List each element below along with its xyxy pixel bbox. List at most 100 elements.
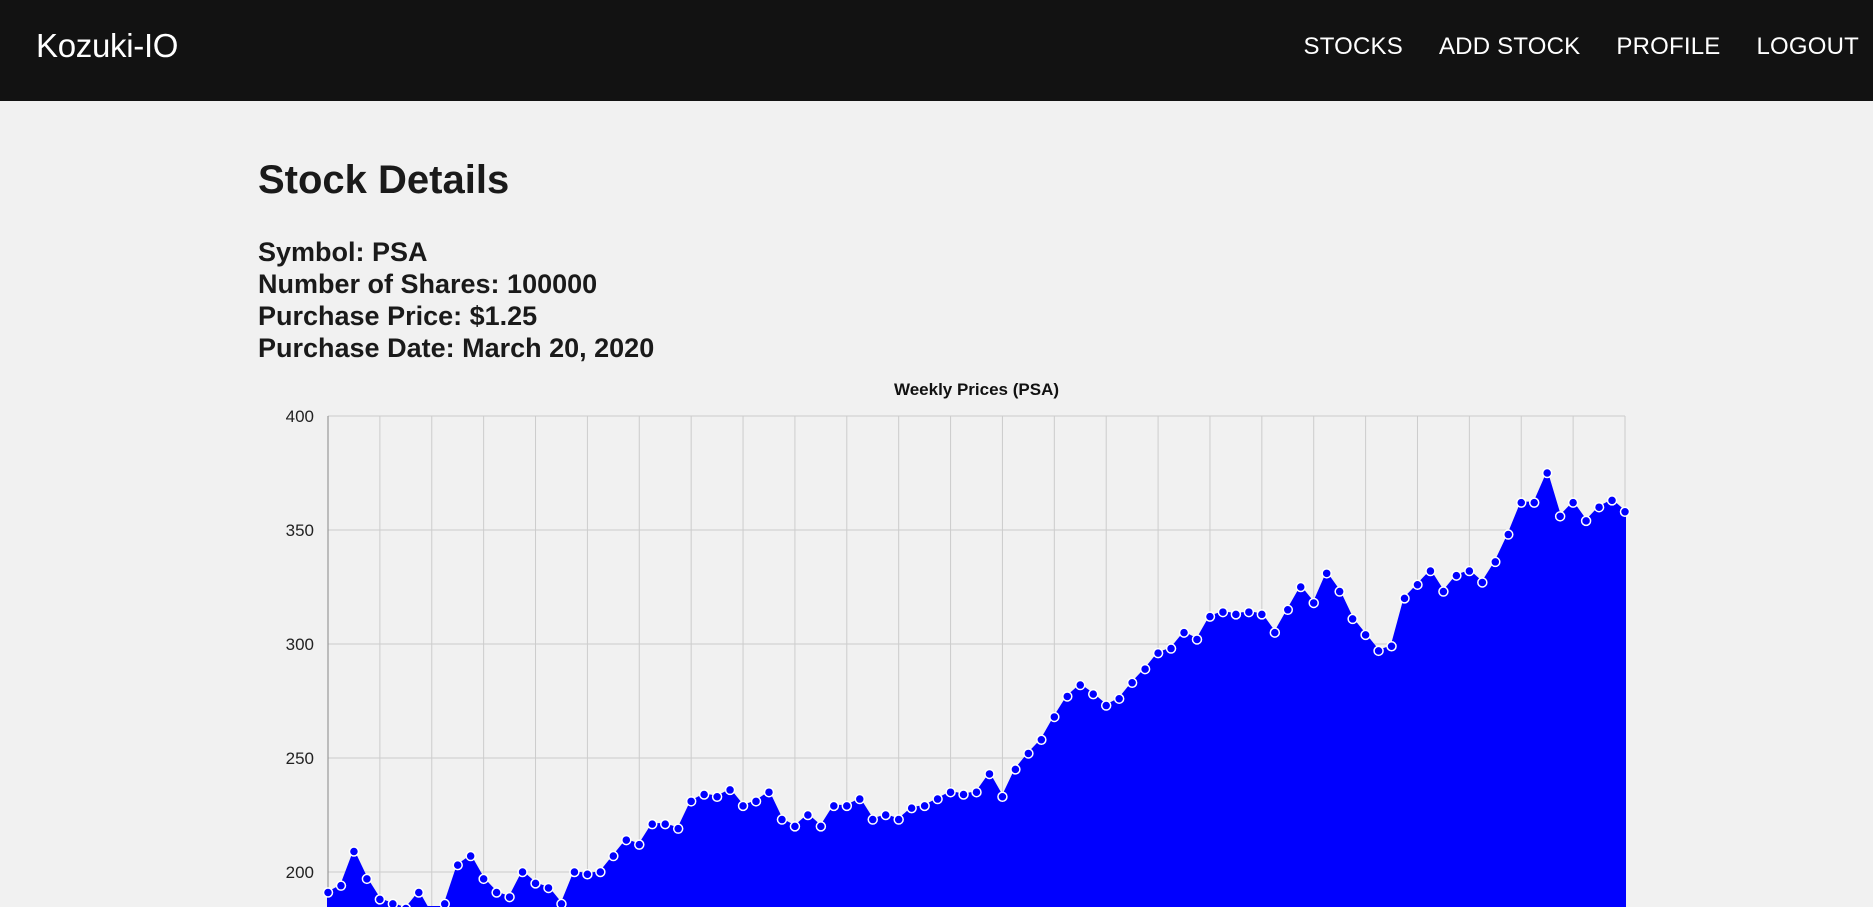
price-point: [906, 802, 917, 814]
price-point: [880, 809, 891, 821]
price-point: [737, 800, 749, 812]
price-point: [854, 793, 866, 805]
price-point: [750, 796, 762, 807]
price-point: [984, 768, 995, 780]
price-point: [1023, 748, 1034, 759]
nav-link-stocks[interactable]: STOCKS: [1303, 33, 1403, 60]
price-point: [971, 786, 982, 798]
top-navbar: Kozuki-IO STOCKS ADD STOCK PROFILE LOGOU…: [0, 0, 1873, 101]
price-point: [1178, 627, 1190, 638]
price-point: [789, 821, 801, 832]
price-point: [919, 800, 930, 812]
nav-links: STOCKS ADD STOCK PROFILE LOGOUT: [1304, 33, 1859, 61]
price-point: [958, 789, 969, 800]
price-point: [1399, 593, 1410, 604]
price-point: [1243, 606, 1255, 618]
price-point: [1334, 586, 1345, 597]
price-point: [1282, 604, 1294, 616]
page-title: Stock Details: [258, 158, 510, 202]
price-point: [634, 839, 645, 850]
price-point: [1321, 568, 1332, 579]
price-point: [361, 873, 373, 885]
price-point: [647, 818, 658, 830]
price-point: [1230, 609, 1242, 620]
nav-link-profile[interactable]: PROFILE: [1616, 33, 1721, 60]
price-point: [504, 891, 515, 903]
y-tick-label: 350: [286, 521, 314, 540]
detail-purchase-price: Purchase Price: $1.25: [258, 301, 538, 331]
y-tick-label: 300: [286, 635, 314, 654]
price-point: [1477, 577, 1488, 588]
price-point: [335, 880, 347, 891]
price-point: [1165, 643, 1177, 654]
y-tick-label: 250: [286, 749, 314, 768]
price-point: [1464, 565, 1475, 577]
price-point: [893, 814, 904, 825]
price-point: [1075, 679, 1086, 691]
price-point: [763, 786, 775, 798]
price-point: [530, 878, 541, 889]
price-point: [997, 791, 1008, 803]
price-point: [543, 882, 554, 894]
price-point: [582, 869, 593, 880]
price-point: [1373, 645, 1384, 657]
price-point: [1062, 691, 1073, 702]
price-point: [867, 814, 878, 825]
price-point: [1451, 570, 1462, 581]
price-point: [1490, 556, 1501, 568]
price-point: [387, 898, 399, 907]
detail-purchase-date: Purchase Date: March 20, 2020: [258, 333, 655, 363]
price-point: [1619, 506, 1631, 518]
price-point: [452, 859, 463, 871]
price-point: [374, 894, 386, 905]
price-area: [327, 470, 1626, 907]
price-point: [1360, 629, 1371, 641]
price-point: [1204, 611, 1216, 622]
price-point: [1139, 663, 1151, 675]
price-point: [1503, 529, 1514, 540]
price-point: [1412, 579, 1423, 590]
price-point: [932, 793, 943, 805]
price-point: [621, 834, 632, 846]
price-point: [1113, 693, 1125, 704]
price-point: [322, 887, 334, 898]
price-point: [724, 784, 736, 796]
price-point: [1541, 467, 1553, 479]
price-point: [1567, 497, 1579, 508]
price-point: [672, 823, 684, 834]
price-point: [608, 850, 619, 862]
nav-link-add-stock[interactable]: ADD STOCK: [1438, 33, 1581, 60]
price-point: [1217, 606, 1229, 618]
price-point: [1256, 609, 1268, 620]
price-point: [439, 898, 450, 907]
price-point: [815, 821, 827, 832]
price-point: [1386, 641, 1397, 652]
detail-number-of-shares: Number of Shares: 100000: [258, 269, 598, 299]
price-point: [802, 809, 814, 821]
price-point: [1593, 501, 1605, 513]
price-point: [776, 814, 788, 825]
y-tick-label: 400: [286, 407, 314, 426]
detail-symbol: Symbol: PSA: [258, 237, 428, 267]
price-point: [348, 846, 360, 857]
price-point: [478, 873, 489, 885]
price-point: [685, 796, 697, 807]
price-point: [1152, 647, 1164, 659]
price-point: [698, 789, 710, 800]
price-point: [569, 866, 580, 878]
y-tick-label: 200: [286, 863, 314, 882]
price-point: [465, 850, 476, 862]
chart-title: Weekly Prices (PSA): [894, 380, 1059, 399]
price-point: [556, 898, 567, 907]
brand-logo[interactable]: Kozuki-IO: [36, 27, 179, 64]
price-point: [1049, 711, 1060, 723]
price-point: [659, 818, 671, 830]
price-point: [1438, 586, 1449, 597]
nav-link-logout[interactable]: LOGOUT: [1756, 33, 1859, 60]
price-point: [945, 786, 956, 798]
price-point: [1425, 565, 1436, 577]
price-point: [1191, 634, 1203, 645]
price-point: [1347, 613, 1358, 625]
price-point: [828, 800, 840, 812]
